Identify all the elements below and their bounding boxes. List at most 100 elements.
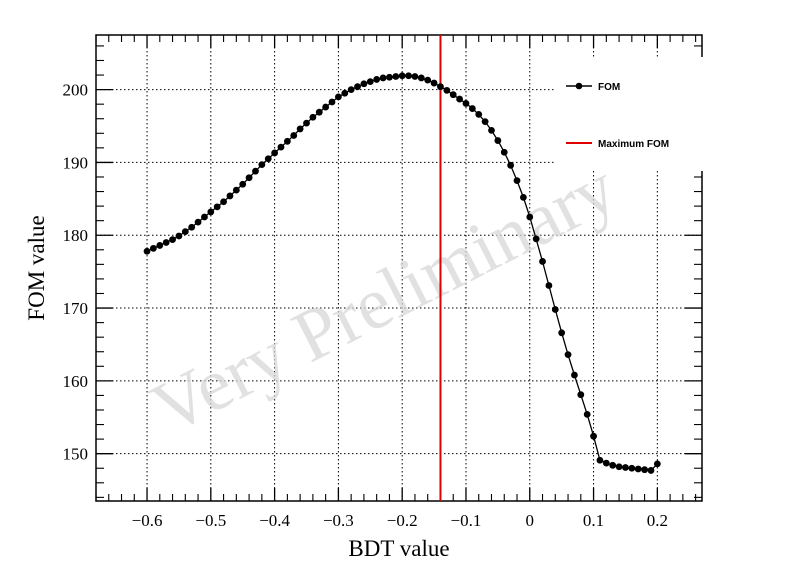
fom-point bbox=[539, 258, 546, 265]
x-tick-label: −0.3 bbox=[323, 511, 354, 530]
fom-point bbox=[449, 91, 457, 99]
fom-point bbox=[181, 228, 189, 235]
fom-point bbox=[641, 466, 648, 474]
fom-point bbox=[615, 463, 623, 471]
fom-point bbox=[303, 119, 310, 127]
y-tick-label: 190 bbox=[63, 153, 89, 172]
fom-point bbox=[462, 100, 470, 107]
plot-frame bbox=[95, 34, 703, 502]
x-tick-label: 0.1 bbox=[583, 511, 604, 530]
fom-point bbox=[315, 108, 323, 116]
fom-point bbox=[290, 132, 298, 139]
fom-point bbox=[590, 432, 597, 440]
x-tick-label: −0.2 bbox=[387, 511, 418, 530]
fom-point bbox=[175, 232, 183, 240]
x-tick-label: 0.2 bbox=[647, 511, 668, 530]
legend-box bbox=[556, 57, 704, 171]
fom-point bbox=[156, 242, 164, 249]
fom-point bbox=[162, 239, 170, 246]
fom-point bbox=[577, 391, 585, 399]
fom-point bbox=[271, 149, 279, 157]
x-tick-label: −0.4 bbox=[259, 511, 290, 530]
fom-point bbox=[443, 86, 451, 94]
fom-point bbox=[239, 180, 247, 188]
fom-point bbox=[583, 410, 591, 418]
fom-point bbox=[201, 213, 208, 221]
fom-point bbox=[622, 464, 629, 471]
fom-point bbox=[188, 223, 196, 231]
fom-point bbox=[513, 177, 521, 185]
fom-point bbox=[226, 192, 234, 200]
fom-point bbox=[558, 329, 566, 337]
fom-point bbox=[405, 72, 412, 80]
legend-fom-marker bbox=[575, 82, 583, 90]
y-tick-label: 180 bbox=[63, 226, 89, 245]
fom-point bbox=[475, 110, 483, 118]
fom-point bbox=[571, 371, 578, 379]
fom-point bbox=[366, 78, 374, 85]
fom-point bbox=[335, 93, 342, 101]
fom-point bbox=[354, 83, 361, 91]
fom-point bbox=[634, 465, 642, 473]
x-axis-title: BDT value bbox=[348, 536, 449, 561]
fom-point bbox=[519, 193, 527, 201]
fom-point bbox=[245, 174, 253, 182]
fom-point bbox=[143, 247, 151, 255]
fom-point bbox=[360, 80, 368, 88]
fom-point bbox=[169, 236, 176, 244]
fom-point bbox=[398, 72, 406, 80]
fom-point bbox=[653, 460, 661, 468]
fom-point bbox=[602, 459, 610, 467]
fom-point bbox=[526, 213, 534, 221]
fom-point bbox=[647, 467, 655, 474]
fom-point bbox=[532, 235, 540, 243]
fom-point bbox=[596, 456, 604, 464]
fom-point bbox=[347, 86, 355, 94]
y-axis-title: FOM value bbox=[24, 215, 49, 320]
legend: FOM Maximum FOM bbox=[556, 57, 704, 171]
fom-point bbox=[545, 282, 553, 289]
fom-point bbox=[232, 186, 240, 194]
fom-point bbox=[258, 161, 266, 169]
x-tick-label: −0.1 bbox=[451, 511, 482, 530]
x-tick-label: −0.6 bbox=[132, 511, 163, 530]
fom-point bbox=[277, 143, 285, 151]
x-tick-label: −0.5 bbox=[195, 511, 226, 530]
fom-point bbox=[309, 113, 317, 121]
fom-point bbox=[252, 167, 259, 175]
fom-point bbox=[424, 76, 432, 84]
tick-labels: −0.6 −0.5 −0.4 −0.3 −0.2 −0.1 0 0.1 0.2 150 160 170… bbox=[63, 81, 668, 530]
fom-point bbox=[341, 89, 349, 97]
fom-point bbox=[296, 125, 304, 133]
fom-point bbox=[207, 208, 215, 216]
fom-point bbox=[328, 98, 336, 106]
fom-point bbox=[379, 74, 387, 82]
fom-point bbox=[220, 198, 227, 206]
fom-point bbox=[437, 83, 444, 91]
fom-point bbox=[551, 306, 559, 313]
fom-point bbox=[609, 461, 617, 469]
fom-point bbox=[213, 203, 221, 211]
legend-fom-label: FOM bbox=[598, 82, 620, 93]
fom-point bbox=[194, 218, 202, 226]
y-tick-label: 150 bbox=[63, 445, 89, 464]
legend-maximum-fom-label: Maximum FOM bbox=[598, 139, 669, 150]
fom-point bbox=[150, 244, 157, 252]
fom-point bbox=[628, 464, 636, 472]
fom-point bbox=[322, 103, 330, 111]
fom-series bbox=[143, 72, 661, 474]
fom-point bbox=[283, 137, 291, 145]
fom-point bbox=[386, 73, 393, 81]
y-tick-label: 200 bbox=[63, 81, 89, 100]
y-tick-label: 160 bbox=[63, 372, 89, 391]
y-tick-label: 170 bbox=[63, 299, 89, 318]
fom-point bbox=[373, 76, 381, 83]
fom-point bbox=[507, 161, 515, 169]
fom-point bbox=[564, 351, 572, 359]
fom-point bbox=[456, 95, 463, 103]
x-tick-label: 0 bbox=[526, 511, 535, 530]
fom-point bbox=[500, 148, 508, 156]
fom-point bbox=[430, 79, 438, 87]
fom-point bbox=[468, 105, 476, 112]
fom-point bbox=[264, 155, 272, 163]
